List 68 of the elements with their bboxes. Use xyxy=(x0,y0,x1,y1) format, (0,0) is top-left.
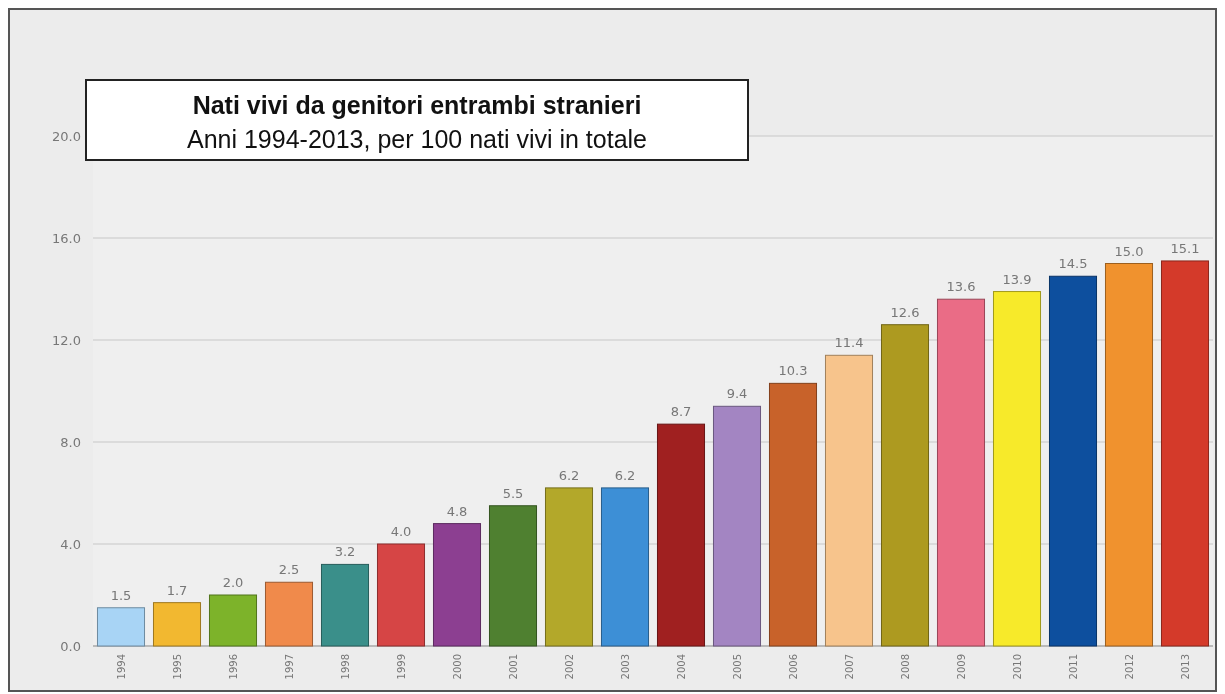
bar xyxy=(992,291,1042,647)
x-tick-label: 2006 xyxy=(787,654,799,680)
data-label: 2.0 xyxy=(222,575,244,590)
y-tick-label: 4.0 xyxy=(60,536,81,552)
data-label: 5.5 xyxy=(502,485,524,501)
bar xyxy=(1160,260,1210,647)
bar xyxy=(96,607,146,647)
x-tick-label: 1994 xyxy=(115,654,127,680)
x-tick-label: 2012 xyxy=(1123,654,1135,680)
x-tick-label: 1999 xyxy=(395,654,407,680)
data-label: 6.2 xyxy=(614,467,636,483)
x-tick-label: 2005 xyxy=(731,654,743,680)
bar xyxy=(936,298,986,647)
data-label: 6.2 xyxy=(558,467,580,483)
bar xyxy=(1048,275,1098,647)
x-tick-label: 2010 xyxy=(1011,654,1023,680)
y-tick-label: 20.0 xyxy=(52,128,81,144)
data-label: 4.8 xyxy=(446,503,468,519)
x-tick-label: 1997 xyxy=(283,654,295,680)
x-tick-label: 1998 xyxy=(339,654,351,680)
chart-title: Nati vivi da genitori entrambi stranieri xyxy=(192,91,642,119)
data-label: 9.4 xyxy=(726,386,748,402)
x-tick-label: 2001 xyxy=(507,654,519,680)
data-label: 14.5 xyxy=(1058,256,1088,272)
x-tick-label: 2000 xyxy=(451,654,463,680)
bar xyxy=(152,602,202,647)
data-label: 15.1 xyxy=(1170,240,1200,256)
x-tick-label: 2008 xyxy=(899,654,911,680)
bar xyxy=(264,581,314,647)
x-tick-label: 1995 xyxy=(171,654,183,680)
y-tick-label: 12.0 xyxy=(52,332,81,348)
bar xyxy=(600,487,650,647)
x-tick-label: 2009 xyxy=(955,654,967,680)
data-label: 13.6 xyxy=(946,279,976,295)
bar xyxy=(656,423,706,647)
y-tick-label: 16.0 xyxy=(52,230,81,246)
x-tick-label: 2007 xyxy=(843,654,855,680)
data-label: 12.6 xyxy=(890,304,920,320)
bar xyxy=(880,324,930,647)
y-tick-label: 0.0 xyxy=(60,638,81,654)
data-label: 3.2 xyxy=(334,544,356,560)
x-tick-label: 2011 xyxy=(1067,654,1079,680)
x-tick-label: 2002 xyxy=(563,654,575,680)
x-tick-label: 1996 xyxy=(227,654,239,680)
data-label: 8.7 xyxy=(670,404,692,420)
data-label: 1.7 xyxy=(166,582,188,598)
bar xyxy=(824,354,874,647)
y-tick-label: 8.0 xyxy=(60,434,81,450)
x-tick-label: 2013 xyxy=(1179,654,1191,680)
chart-subtitle: Anni 1994-2013, per 100 nati vivi in totale xyxy=(186,125,648,153)
bar xyxy=(1104,263,1154,647)
data-label: 11.4 xyxy=(834,335,864,351)
bar xyxy=(376,543,426,647)
bar xyxy=(432,523,482,647)
bar xyxy=(208,594,258,647)
data-label: 2.5 xyxy=(278,562,300,578)
data-label: 10.3 xyxy=(778,363,808,379)
x-tick-label: 2004 xyxy=(675,654,687,680)
bar xyxy=(768,382,818,647)
x-tick-label: 2003 xyxy=(619,654,631,680)
bar xyxy=(320,563,370,647)
bar xyxy=(544,487,594,647)
bar xyxy=(488,505,538,647)
data-label: 15.0 xyxy=(1114,243,1144,259)
bar xyxy=(712,405,762,647)
data-label: 1.5 xyxy=(110,587,132,603)
data-label: 13.9 xyxy=(1002,271,1032,287)
data-label: 4.0 xyxy=(390,524,412,539)
